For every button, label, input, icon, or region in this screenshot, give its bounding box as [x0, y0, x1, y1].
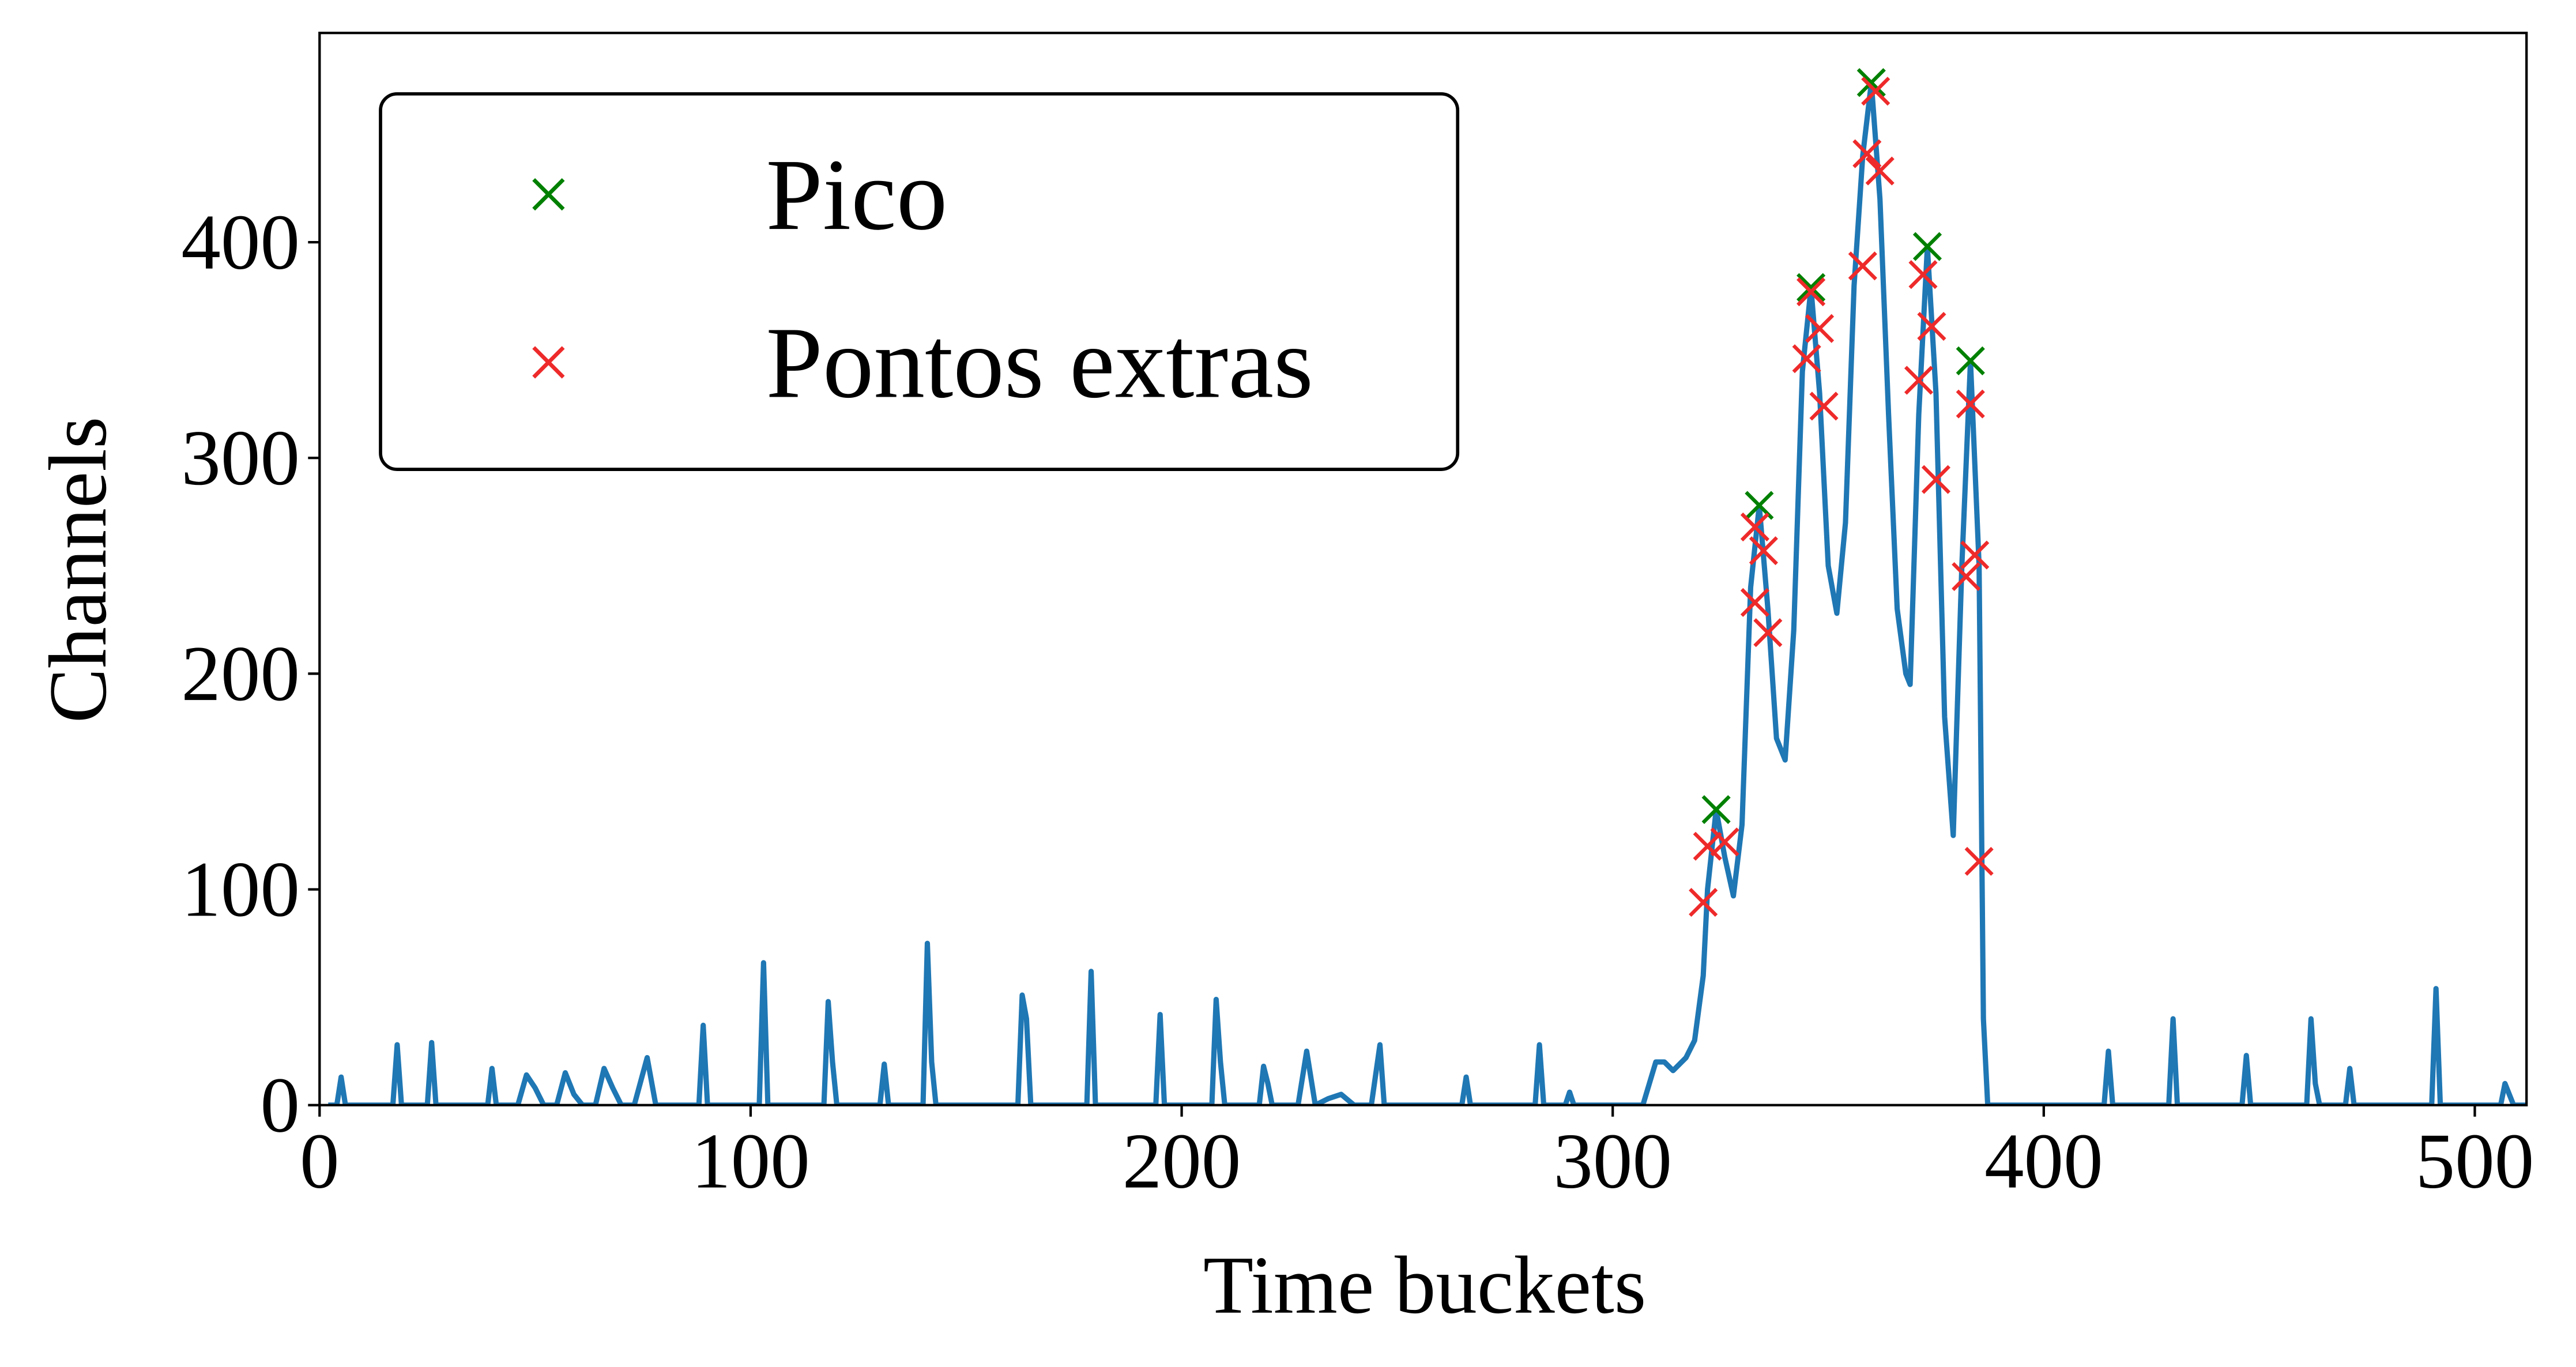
- legend-marker: [532, 346, 565, 379]
- data-line: [328, 80, 2527, 1105]
- x-tick-label: 200: [1123, 1117, 1241, 1205]
- scatter-point: [1809, 391, 1839, 421]
- x-tick-label: 100: [691, 1117, 810, 1205]
- x-tick-label: 0: [300, 1117, 340, 1205]
- y-tick-label: 200: [181, 630, 300, 717]
- scatter-point: [1792, 344, 1821, 374]
- x-axis-label: Time buckets: [1203, 1240, 1646, 1331]
- scatter-point: [1848, 251, 1877, 281]
- scatter-point: [1956, 389, 1985, 419]
- legend-label: Pontos extras: [766, 306, 1313, 419]
- x-tick-label: 500: [2416, 1117, 2534, 1205]
- scatter-point: [1952, 562, 1981, 592]
- y-tick-label: 0: [260, 1061, 300, 1149]
- scatter-point: [1740, 588, 1769, 617]
- scatter-point: [1865, 156, 1895, 186]
- legend-entry: Pontos extras: [532, 306, 1313, 419]
- scatter-point: [1852, 139, 1882, 168]
- scatter-point: [1917, 311, 1946, 341]
- legend-entry: Pico: [532, 138, 947, 251]
- y-tick-label: 100: [181, 845, 300, 933]
- y-tick-label: 300: [181, 414, 300, 502]
- scatter-point: [1753, 618, 1783, 647]
- plot-frame: [318, 31, 2528, 1106]
- legend-label: Pico: [766, 138, 947, 251]
- scatter-point: [1960, 540, 1990, 570]
- scatter-point: [1701, 795, 1731, 824]
- scatter-point: [1710, 827, 1739, 857]
- scatter-point: [1912, 232, 1942, 261]
- scatter-point: [1956, 346, 1985, 375]
- scatter-point: [1856, 68, 1886, 97]
- scatter-point: [1693, 831, 1722, 861]
- scatter-group: [1689, 77, 1994, 917]
- scatter-point: [1861, 77, 1890, 106]
- legend-marker: [532, 178, 565, 211]
- y-tick-label: 400: [181, 198, 300, 286]
- scatter-point: [1904, 366, 1934, 395]
- x-tick-label: 300: [1553, 1117, 1672, 1205]
- x-tick-label: 400: [1984, 1117, 2103, 1205]
- scatter-group: [1701, 68, 1985, 824]
- scatter-point: [1805, 314, 1835, 343]
- scatter-point: [1749, 536, 1778, 566]
- legend-box: [379, 92, 1460, 471]
- scatter-point: [1689, 887, 1718, 917]
- scatter-point: [1921, 465, 1951, 494]
- scatter-point: [1908, 260, 1938, 289]
- scatter-point: [1964, 846, 1994, 876]
- y-axis-label: Channels: [32, 417, 123, 724]
- scatter-point: [1797, 277, 1826, 307]
- scatter-point: [1740, 512, 1769, 542]
- scatter-point: [1797, 273, 1826, 302]
